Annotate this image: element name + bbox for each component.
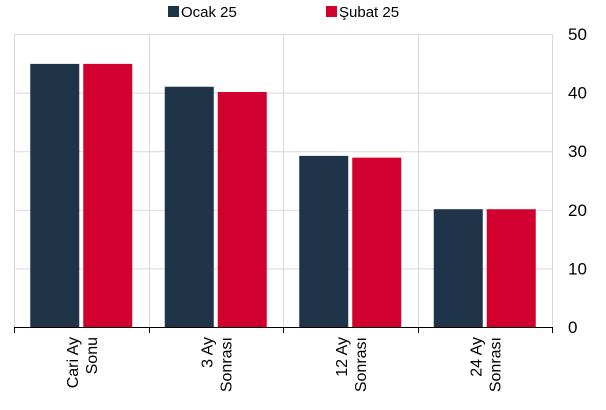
category-label-1-line-1: Sonrası	[218, 337, 235, 392]
legend-label-0: Ocak 25	[181, 4, 237, 21]
legend-label-1: Şubat 25	[339, 4, 399, 21]
bar-ocak-1	[164, 86, 214, 328]
bar-subat-1	[217, 92, 267, 327]
category-label-3-line-0: 24 Ay	[468, 337, 485, 377]
x-axis	[14, 327, 553, 333]
category-label-3-line-1: Sonrası	[487, 337, 504, 392]
bar-ocak-0	[30, 63, 80, 328]
bars	[30, 63, 536, 328]
category-label-0: Cari Ay Sonu	[65, 337, 101, 388]
category-label-0-line-1: Sonu	[84, 337, 101, 374]
bar-ocak-3	[433, 209, 483, 327]
legend-swatch-1	[326, 6, 337, 17]
y-tick-label-30: 30	[568, 142, 587, 161]
y-tick-label-20: 20	[568, 201, 587, 220]
y-axis-tick-labels: 0 10 20 30 40 50	[568, 25, 587, 337]
y-tick-label-0: 0	[568, 318, 577, 337]
y-tick-label-10: 10	[568, 259, 587, 278]
category-label-2: 12 Ay Sonrası	[334, 337, 370, 392]
bar-ocak-2	[299, 155, 349, 327]
category-label-1-line-0: 3 Ay	[199, 337, 216, 368]
bar-subat-3	[486, 209, 536, 327]
y-tick-label-40: 40	[568, 84, 587, 103]
category-label-3: 24 Ay Sonrası	[468, 337, 504, 392]
legend-swatch-0	[168, 6, 179, 17]
category-label-2-line-0: 12 Ay	[334, 337, 351, 377]
category-label-1: 3 Ay Sonrası	[199, 337, 235, 392]
category-labels: Cari Ay Sonu 3 Ay Sonrası 12 Ay Sonrası 24 Ay S…	[65, 337, 505, 392]
y-tick-label-50: 50	[568, 25, 587, 44]
bar-subat-0	[83, 63, 133, 328]
category-label-0-line-0: Cari Ay	[65, 337, 82, 388]
legend: Ocak 25 Şubat 25	[168, 4, 399, 21]
category-label-2-line-1: Sonrası	[353, 337, 370, 392]
bar-subat-2	[352, 157, 402, 327]
